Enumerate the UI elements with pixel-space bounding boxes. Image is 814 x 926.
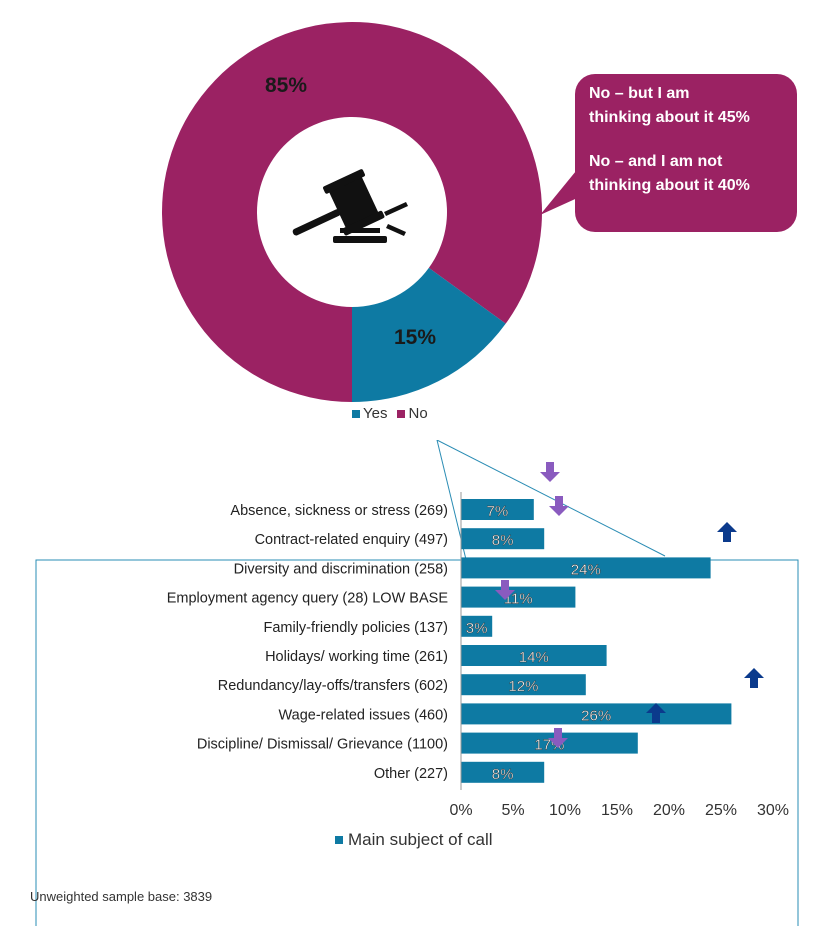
zoom-frame	[35, 440, 799, 926]
data-label: 8%	[492, 532, 514, 549]
data-label: 7%	[487, 503, 509, 520]
zoom-line-left	[436, 440, 471, 577]
legend-item-yes: Yes	[352, 405, 387, 422]
legend-swatch-main	[335, 836, 343, 844]
x-tick-label: 10%	[549, 802, 581, 819]
arrow-down-icon	[495, 580, 515, 600]
category-label: Family-friendly policies (137)	[263, 620, 448, 636]
bar	[461, 732, 638, 754]
arrow-up-icon	[646, 703, 666, 723]
pie-slice-yes	[352, 267, 506, 402]
bars: Absence, sickness or stress (269) 7% Contr…	[167, 492, 789, 849]
gavel-icon	[292, 169, 408, 243]
bar	[461, 499, 534, 520]
data-label: 11%	[504, 591, 533, 608]
arrow-up-icon	[717, 522, 737, 542]
sample-base-note: Unweighted sample base: 3839	[30, 889, 213, 904]
arrow-down-icon	[540, 462, 560, 482]
category-label: Other (227)	[374, 766, 448, 782]
data-label: 3%	[466, 620, 488, 637]
arrow-down-icon	[548, 728, 568, 748]
category-label: Contract-related enquiry (497)	[255, 532, 448, 548]
bar-chart: Absence, sickness or stress (269) 7% Contr…	[35, 440, 799, 926]
pie-label-yes: 15%	[394, 326, 436, 349]
bar	[461, 645, 607, 666]
bar	[461, 586, 576, 608]
arrow-up-icon	[744, 668, 764, 688]
data-label: 14%	[519, 649, 549, 666]
bar	[461, 557, 711, 579]
callout-not-thinking: No – and I am not thinking about it 40%	[589, 153, 750, 194]
legend-item-no: No	[397, 405, 428, 422]
x-tick-label: 15%	[601, 802, 633, 819]
x-tick-label: 5%	[501, 802, 524, 819]
bar	[461, 761, 545, 783]
pie-slice-no	[162, 22, 542, 403]
bar	[461, 703, 732, 725]
x-tick-label: 25%	[705, 802, 737, 819]
category-label: Holidays/ working time (261)	[265, 649, 448, 665]
category-label: Employment agency query (28) LOW BASE	[167, 591, 449, 607]
x-tick-label: 0%	[449, 802, 472, 819]
legend-label-no: No	[408, 405, 428, 422]
change-arrows	[495, 462, 764, 748]
category-label: Wage-related issues (460)	[278, 707, 448, 723]
data-label: 26%	[581, 707, 611, 724]
legend-swatch-no	[397, 409, 406, 418]
data-label: 12%	[508, 678, 538, 695]
data-label: 8%	[492, 766, 514, 783]
bar	[461, 674, 586, 696]
callout-thinking: No – but I am thinking about it 45%	[589, 85, 750, 126]
category-label: Absence, sickness or stress (269)	[230, 503, 448, 519]
x-tick-label: 20%	[653, 802, 685, 819]
legend-label-main: Main subject of call	[348, 830, 493, 849]
x-tick-label: 30%	[757, 802, 789, 819]
legend-swatch-yes	[352, 409, 360, 418]
bar	[461, 528, 545, 550]
zoom-panel-border	[35, 559, 799, 926]
legend-label-yes: Yes	[363, 405, 388, 422]
category-label: Discipline/ Dismissal/ Grievance (1100)	[197, 737, 448, 753]
data-label: 24%	[571, 561, 601, 578]
donut-chart: 85% 15%	[162, 22, 595, 403]
pie-legend: Yes No	[352, 405, 428, 422]
arrow-down-icon	[549, 496, 569, 516]
pie-label-no: 85%	[265, 74, 307, 97]
category-label: Diversity and discrimination (258)	[234, 561, 448, 577]
callout-box: No – but I am thinking about it 45% No –…	[575, 74, 797, 232]
bar	[461, 615, 493, 637]
zoom-line-right	[436, 440, 666, 557]
category-label: Redundancy/lay-offs/transfers (602)	[218, 678, 448, 694]
